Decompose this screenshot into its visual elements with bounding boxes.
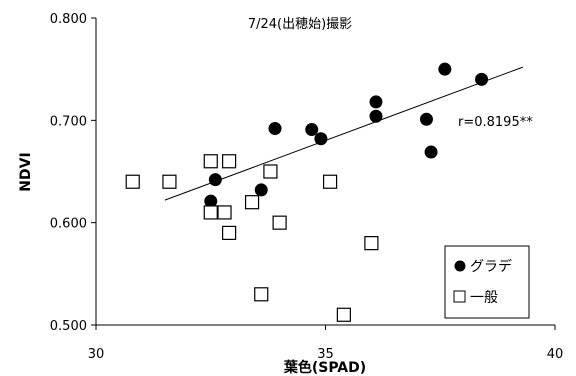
point-series-0-4 [305, 123, 319, 137]
point-series-0-0 [204, 194, 218, 208]
point-series-0-6 [369, 95, 383, 109]
legend-marker-series-1 [453, 290, 466, 303]
point-series-1-8 [254, 287, 269, 302]
point-series-1-12 [336, 307, 351, 322]
point-series-1-3 [203, 205, 218, 220]
chart-title: 7/24(出穂始)撮影 [248, 16, 352, 32]
point-series-1-9 [263, 164, 278, 179]
point-series-1-13 [364, 236, 379, 251]
correlation-annotation: r=0.8195** [458, 115, 533, 130]
point-series-1-0 [125, 174, 140, 189]
legend-box [444, 245, 530, 319]
point-series-0-3 [268, 122, 282, 136]
y-tick-label: 0.500 [50, 319, 87, 334]
point-series-0-8 [419, 112, 433, 126]
point-series-1-10 [272, 215, 287, 230]
ticks: 0.500 0.600 0.700 0.800 30 35 40 [50, 12, 563, 362]
point-series-1-4 [217, 205, 232, 220]
point-series-0-9 [424, 145, 438, 159]
point-series-0-11 [475, 72, 489, 86]
x-axis-title: 葉色(SPAD) [283, 359, 366, 376]
point-series-0-10 [438, 62, 452, 76]
legend: グラデ 一般 [444, 245, 530, 319]
point-series-0-5 [314, 132, 328, 146]
y-tick-label: 0.700 [50, 114, 87, 129]
data-points [125, 62, 489, 322]
x-tick-label: 30 [88, 347, 105, 362]
trendline [164, 66, 524, 201]
point-series-1-11 [322, 174, 338, 189]
point-series-1-5 [222, 154, 237, 169]
y-tick-label: 0.800 [50, 12, 87, 27]
y-axis-title: NDVI [18, 152, 34, 191]
x-tick-label: 40 [547, 347, 564, 362]
y-tick-label: 0.600 [50, 217, 87, 232]
point-series-0-2 [254, 183, 268, 197]
legend-label-series-1: 一般 [470, 290, 498, 306]
point-series-1-7 [244, 195, 260, 210]
point-series-0-1 [208, 173, 222, 187]
x-tick-label: 35 [317, 347, 334, 362]
legend-label-series-0: グラデ [470, 258, 512, 275]
point-series-0-7 [369, 109, 383, 123]
point-series-1-1 [162, 174, 177, 189]
legend-marker-series-0 [454, 260, 466, 272]
point-series-1-6 [222, 225, 237, 240]
point-series-1-2 [203, 154, 218, 169]
